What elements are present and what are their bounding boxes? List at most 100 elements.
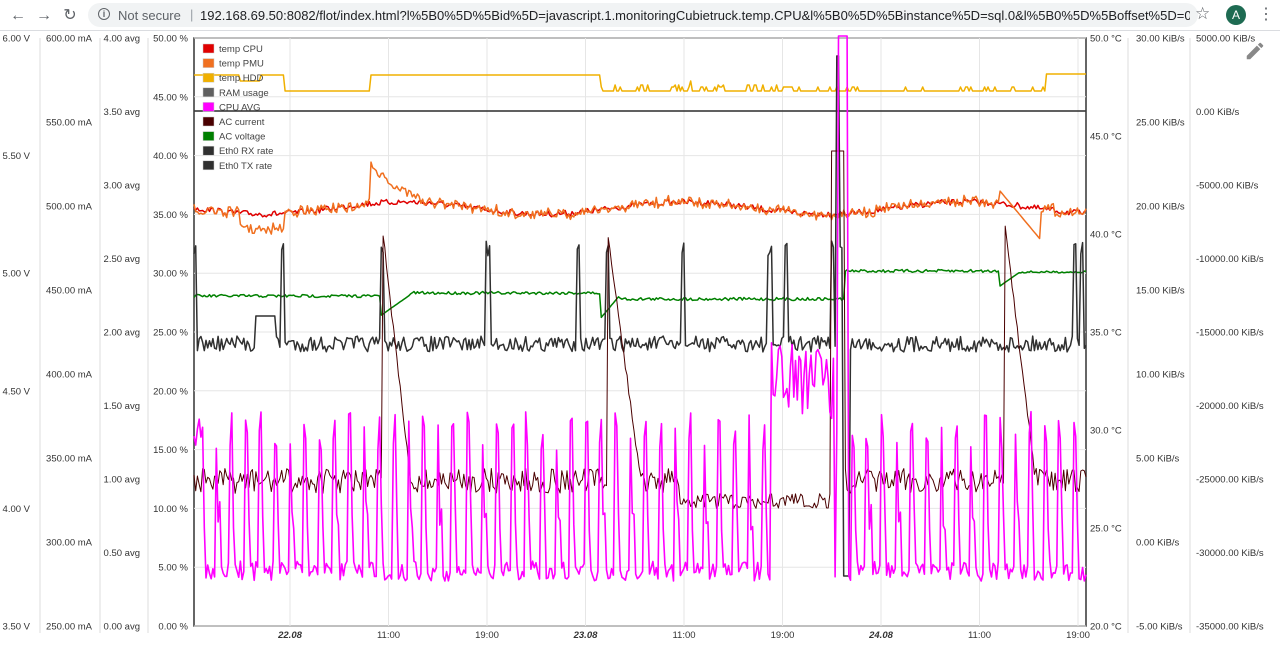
- legend-label: AC current: [219, 117, 265, 128]
- y-tick-label: 1.50 avg: [104, 401, 140, 412]
- y-tick-label: 20.00 KiB/s: [1136, 202, 1185, 213]
- legend-item[interactable]: RAM usage: [202, 87, 269, 99]
- y-tick-label: 500.00 mA: [46, 202, 93, 213]
- y-tick-label: 20.00 %: [153, 386, 188, 397]
- legend-item[interactable]: Eth0 TX rate: [202, 160, 272, 172]
- legend-item[interactable]: AC current: [202, 116, 265, 128]
- y-tick-label: 0.00 %: [158, 622, 188, 633]
- forward-arrow-icon[interactable]: →: [36, 7, 52, 24]
- y-tick-label: 30.0 °C: [1090, 426, 1122, 437]
- legend-swatch: [202, 116, 215, 127]
- info-icon[interactable]: i: [98, 8, 110, 20]
- x-tick-label: 11:00: [672, 630, 695, 641]
- y-tick-label: -10000.00 KiB/s: [1196, 254, 1264, 265]
- legend-label: RAM usage: [219, 88, 269, 99]
- x-tick-label: 23.08: [573, 630, 598, 641]
- y-tick-label: 35.0 °C: [1090, 328, 1122, 339]
- address-bar[interactable]: i Not secure | 192.168.69.50:8082/flot/i…: [88, 3, 1198, 27]
- y-tick-label: 4.00 avg: [104, 34, 140, 45]
- flot-chart: 22.08 11:00 19:00 23.08 11:00 19:00 24.08 11:00…: [3, 34, 1264, 642]
- y-tick-label: 25.00 %: [153, 328, 188, 339]
- legend-item[interactable]: AC voltage: [202, 131, 265, 143]
- kebab-menu-icon[interactable]: ⋮: [1258, 6, 1274, 23]
- series-line: [193, 161, 1087, 240]
- chart-grid: [193, 37, 1087, 627]
- y-tick-label: 400.00 mA: [46, 370, 93, 381]
- back-arrow-icon[interactable]: ←: [10, 7, 26, 24]
- y-tick-label: 250.00 mA: [46, 622, 93, 633]
- y-tick-label: 3.50 avg: [104, 107, 140, 118]
- y-tick-label: 0.50 avg: [104, 548, 140, 559]
- x-tick-label: 19:00: [1066, 630, 1090, 641]
- legend-label: Eth0 TX rate: [219, 161, 272, 172]
- y-tick-label: 30.00 KiB/s: [1136, 34, 1185, 45]
- chart-axes: 22.08 11:00 19:00 23.08 11:00 19:00 24.08 11:00…: [3, 34, 1264, 642]
- y-tick-label: 50.00 %: [153, 34, 188, 45]
- legend-item[interactable]: temp CPU: [202, 43, 263, 55]
- legend-item[interactable]: temp HDD: [202, 72, 263, 84]
- y-tick-label: 3.50 V: [3, 622, 31, 633]
- legend-label: temp CPU: [219, 44, 263, 55]
- y-tick-label: 10.00 %: [153, 504, 188, 515]
- url-separator: |: [190, 7, 194, 22]
- y-tick-label: 45.00 %: [153, 92, 188, 103]
- y-tick-label: 40.00 %: [153, 151, 188, 162]
- url-text[interactable]: 192.168.69.50:8082/flot/index.html?l%5B0…: [200, 8, 1190, 23]
- y-tick-label: 2.00 avg: [104, 328, 140, 339]
- legend-label: temp PMU: [219, 59, 264, 70]
- browser-toolbar: ← → ↻ i Not secure | 192.168.69.50:8082/…: [0, 0, 1280, 31]
- y-tick-label: 0.00 KiB/s: [1136, 538, 1180, 549]
- legend-item[interactable]: Eth0 RX rate: [202, 145, 273, 157]
- y-tick-label: 30.00 %: [153, 269, 188, 280]
- y-tick-label: 20.0 °C: [1090, 622, 1122, 633]
- y-tick-label: 350.00 mA: [46, 454, 93, 465]
- x-tick-label: 22.08: [277, 630, 302, 641]
- y-tick-label: 5.00 KiB/s: [1136, 454, 1180, 465]
- legend-label: Eth0 RX rate: [219, 146, 273, 157]
- y-tick-label: -5.00 KiB/s: [1136, 622, 1183, 633]
- y-tick-label: 45.0 °C: [1090, 132, 1122, 143]
- legend-item[interactable]: CPU AVG: [202, 102, 261, 113]
- y-tick-label: 300.00 mA: [46, 538, 93, 549]
- y-tick-label: 5.50 V: [3, 151, 31, 162]
- star-icon[interactable]: ☆: [1195, 4, 1211, 23]
- x-tick-label: 19:00: [475, 630, 499, 641]
- legend-swatch: [202, 72, 215, 83]
- avatar[interactable]: A: [1226, 5, 1246, 25]
- legend-swatch: [202, 145, 215, 156]
- y-tick-label: 5.00 %: [158, 563, 188, 574]
- security-label: Not secure: [118, 8, 181, 23]
- y-tick-label: 40.0 °C: [1090, 230, 1122, 241]
- series-line: [193, 35, 1087, 582]
- series-line: [194, 73, 1086, 92]
- y-tick-label: 3.00 avg: [104, 181, 140, 192]
- legend-item[interactable]: temp PMU: [202, 58, 264, 70]
- y-tick-label: 1.00 avg: [104, 475, 140, 486]
- y-tick-label: -20000.00 KiB/s: [1196, 401, 1264, 412]
- pencil-icon[interactable]: [1244, 40, 1266, 62]
- series-line: [193, 268, 1087, 319]
- legend-swatch: [202, 58, 215, 68]
- reload-icon[interactable]: ↻: [63, 7, 77, 24]
- y-tick-label: 15.00 %: [153, 445, 188, 456]
- y-tick-label: -25000.00 KiB/s: [1196, 475, 1264, 486]
- y-tick-label: 600.00 mA: [46, 34, 93, 45]
- y-tick-label: -35000.00 KiB/s: [1196, 622, 1264, 633]
- legend-label: AC voltage: [219, 132, 265, 143]
- y-tick-label: -15000.00 KiB/s: [1196, 328, 1264, 339]
- y-tick-label: 4.00 V: [3, 504, 31, 515]
- legend-swatch: [202, 87, 215, 98]
- y-tick-label: 25.0 °C: [1090, 524, 1122, 535]
- y-tick-label: 4.50 V: [3, 386, 31, 397]
- legend-label: temp HDD: [219, 73, 263, 84]
- x-tick-label: 24.08: [868, 630, 893, 641]
- legend-label: CPU AVG: [219, 102, 261, 113]
- x-tick-label: 11:00: [377, 630, 400, 641]
- y-tick-label: -30000.00 KiB/s: [1196, 548, 1264, 559]
- x-tick-label: 11:00: [968, 630, 991, 641]
- x-tick-label: 19:00: [771, 630, 795, 641]
- y-tick-label: 10.00 KiB/s: [1136, 370, 1185, 381]
- series-line: [193, 150, 1087, 509]
- series-line: [193, 55, 1087, 577]
- y-tick-label: 6.00 V: [3, 34, 31, 45]
